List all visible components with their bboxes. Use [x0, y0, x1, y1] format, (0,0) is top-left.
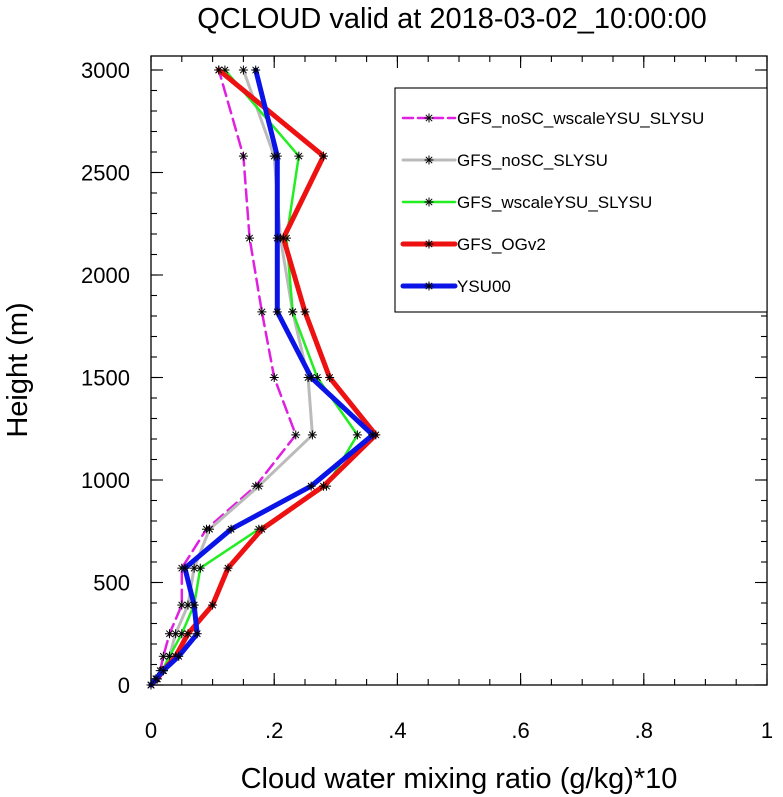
- data-point-marker: [272, 233, 282, 243]
- data-point-marker: [318, 151, 328, 161]
- data-point-marker: [195, 563, 205, 573]
- x-tick-label: .8: [635, 718, 653, 743]
- data-point-marker: [257, 524, 267, 534]
- data-point-marker: [226, 524, 236, 534]
- legend-label: GFS_noSC_SLYSU: [457, 151, 608, 170]
- data-point-marker: [254, 481, 264, 491]
- data-point-marker: [306, 481, 316, 491]
- data-point-marker: [251, 65, 261, 75]
- y-tick-label: 2500: [81, 161, 130, 186]
- data-point-marker: [318, 481, 328, 491]
- legend-item: YSU00: [400, 277, 511, 296]
- data-point-marker: [291, 430, 301, 440]
- data-point-marker: [368, 430, 378, 440]
- data-point-marker: [424, 239, 434, 249]
- legend-item: GFS_OGv2: [400, 235, 546, 254]
- legend-item: GFS_noSC_SLYSU: [401, 151, 608, 170]
- legend-label: GFS_OGv2: [457, 235, 546, 254]
- data-point-marker: [183, 600, 193, 610]
- data-point-marker: [245, 233, 255, 243]
- data-point-marker: [269, 373, 279, 382]
- data-point-marker: [306, 373, 316, 382]
- axis-ticks: 0 .2 .4 .6 .8 1 0 500 1000 1500 2000 2500 3000: [81, 56, 773, 743]
- data-point-marker: [325, 373, 335, 382]
- data-point-marker: [307, 430, 317, 440]
- x-axis-label: Cloud water mixing ratio (g/kg)*10: [241, 763, 678, 795]
- data-point-marker: [205, 524, 215, 534]
- data-point-marker: [238, 65, 248, 75]
- y-tick-label: 1000: [81, 468, 130, 493]
- chart-title: QCLOUD valid at 2018-03-02_10:00:00: [197, 3, 706, 35]
- legend-box: [394, 87, 768, 313]
- data-point-marker: [158, 666, 168, 676]
- legend: GFS_noSC_wscaleYSU_SLYSU GFS_noSC_SLYSU GF…: [394, 87, 768, 313]
- data-point-marker: [183, 629, 193, 639]
- x-tick-label: 1: [761, 718, 773, 743]
- y-tick-label: 2000: [81, 263, 130, 288]
- data-point-marker: [352, 430, 362, 440]
- data-point-marker: [158, 651, 168, 661]
- data-point-marker: [208, 600, 218, 610]
- data-point-marker: [180, 563, 190, 573]
- axis-frame: [150, 55, 768, 686]
- series-gfs-nosc-slysu: [146, 65, 317, 690]
- data-point-marker: [214, 65, 224, 75]
- data-point-marker: [272, 307, 282, 317]
- data-point-marker: [424, 281, 434, 291]
- data-point-marker: [257, 307, 267, 317]
- series-line: [148, 67, 379, 688]
- series-line: [149, 68, 314, 687]
- data-point-marker: [174, 651, 184, 661]
- legend-item: GFS_noSC_wscaleYSU_SLYSU: [401, 109, 704, 128]
- legend-label: GFS_wscaleYSU_SLYSU: [457, 193, 652, 212]
- data-point-marker: [192, 629, 202, 639]
- data-point-marker: [177, 600, 187, 610]
- data-point-marker: [294, 151, 304, 161]
- data-point-marker: [189, 600, 199, 610]
- x-tick-label: .6: [511, 718, 529, 743]
- x-tick-label: .4: [388, 718, 406, 743]
- y-tick-label: 500: [93, 571, 130, 596]
- y-tick-label: 0: [118, 673, 130, 698]
- data-point-marker: [223, 563, 233, 573]
- series-layer: [146, 65, 381, 690]
- y-tick-label: 1500: [81, 366, 130, 391]
- y-tick-label: 3000: [81, 58, 130, 83]
- legend-label: GFS_noSC_wscaleYSU_SLYSU: [457, 109, 704, 128]
- data-point-marker: [288, 307, 298, 317]
- data-point-marker: [424, 113, 434, 123]
- x-tick-label: .2: [265, 718, 283, 743]
- legend-label: YSU00: [457, 277, 511, 296]
- x-tick-label: 0: [145, 718, 157, 743]
- data-point-marker: [272, 151, 282, 161]
- data-point-marker: [238, 151, 248, 161]
- data-point-marker: [424, 155, 434, 165]
- series-ysu00: [146, 65, 378, 690]
- legend-item: GFS_wscaleYSU_SLYSU: [401, 193, 652, 212]
- data-point-marker: [151, 674, 161, 684]
- series-line: [148, 67, 376, 688]
- y-axis-label: Height (m): [2, 302, 34, 437]
- data-point-marker: [424, 197, 434, 207]
- data-point-marker: [300, 307, 310, 317]
